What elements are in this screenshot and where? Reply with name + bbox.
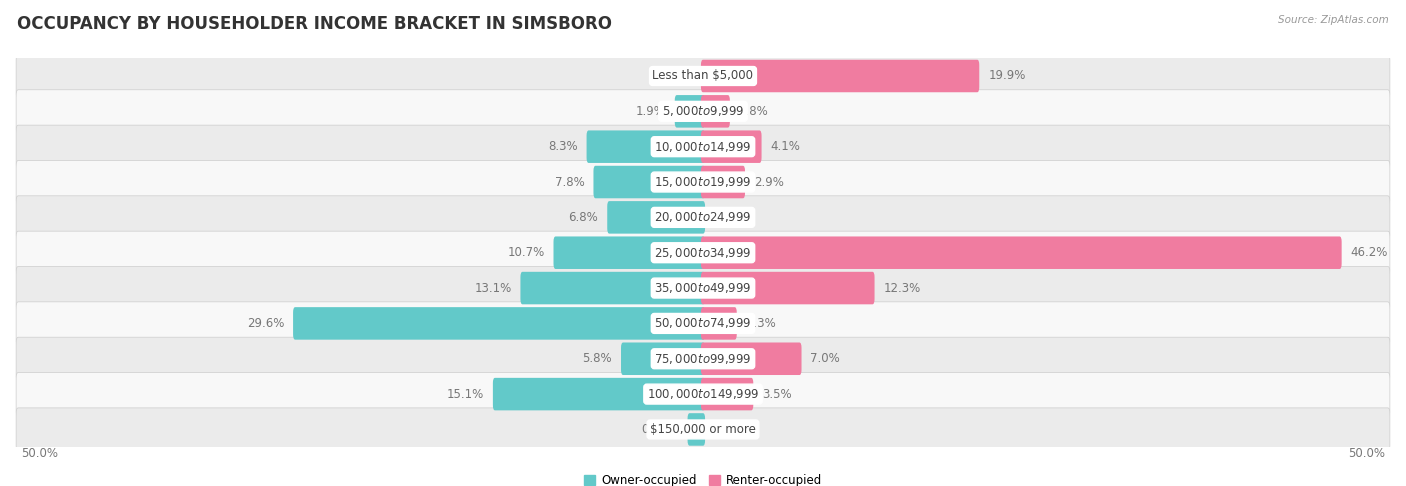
FancyBboxPatch shape bbox=[494, 378, 704, 410]
FancyBboxPatch shape bbox=[607, 201, 704, 234]
Text: 2.9%: 2.9% bbox=[754, 175, 785, 189]
Text: 1.8%: 1.8% bbox=[738, 105, 769, 118]
Text: 13.1%: 13.1% bbox=[474, 281, 512, 295]
Text: 6.8%: 6.8% bbox=[568, 211, 599, 224]
FancyBboxPatch shape bbox=[15, 408, 1391, 451]
FancyBboxPatch shape bbox=[702, 60, 979, 92]
Text: Source: ZipAtlas.com: Source: ZipAtlas.com bbox=[1278, 15, 1389, 25]
FancyBboxPatch shape bbox=[15, 373, 1391, 416]
Text: OCCUPANCY BY HOUSEHOLDER INCOME BRACKET IN SIMSBORO: OCCUPANCY BY HOUSEHOLDER INCOME BRACKET … bbox=[17, 15, 612, 33]
FancyBboxPatch shape bbox=[554, 237, 704, 269]
Text: $25,000 to $34,999: $25,000 to $34,999 bbox=[654, 246, 752, 260]
FancyBboxPatch shape bbox=[702, 95, 730, 128]
FancyBboxPatch shape bbox=[593, 166, 704, 198]
Text: 4.1%: 4.1% bbox=[770, 140, 800, 153]
Text: 0.0%: 0.0% bbox=[714, 423, 744, 436]
Text: $100,000 to $149,999: $100,000 to $149,999 bbox=[647, 387, 759, 401]
FancyBboxPatch shape bbox=[15, 90, 1391, 133]
Text: 8.3%: 8.3% bbox=[548, 140, 578, 153]
Text: 29.6%: 29.6% bbox=[246, 317, 284, 330]
Text: 10.7%: 10.7% bbox=[508, 246, 544, 259]
FancyBboxPatch shape bbox=[621, 343, 704, 375]
FancyBboxPatch shape bbox=[292, 307, 704, 340]
Legend: Owner-occupied, Renter-occupied: Owner-occupied, Renter-occupied bbox=[579, 469, 827, 486]
FancyBboxPatch shape bbox=[702, 130, 762, 163]
FancyBboxPatch shape bbox=[15, 196, 1391, 239]
Text: $75,000 to $99,999: $75,000 to $99,999 bbox=[654, 352, 752, 366]
Text: 7.8%: 7.8% bbox=[555, 175, 585, 189]
Text: $150,000 or more: $150,000 or more bbox=[650, 423, 756, 436]
Text: 1.9%: 1.9% bbox=[636, 105, 666, 118]
FancyBboxPatch shape bbox=[15, 125, 1391, 168]
Text: 7.0%: 7.0% bbox=[810, 352, 841, 365]
FancyBboxPatch shape bbox=[702, 307, 737, 340]
FancyBboxPatch shape bbox=[688, 413, 704, 446]
FancyBboxPatch shape bbox=[586, 130, 704, 163]
Text: $5,000 to $9,999: $5,000 to $9,999 bbox=[662, 104, 744, 118]
Text: 12.3%: 12.3% bbox=[883, 281, 921, 295]
Text: $15,000 to $19,999: $15,000 to $19,999 bbox=[654, 175, 752, 189]
Text: 50.0%: 50.0% bbox=[1348, 447, 1385, 460]
Text: 50.0%: 50.0% bbox=[21, 447, 58, 460]
Text: 0.97%: 0.97% bbox=[641, 423, 679, 436]
Text: 2.3%: 2.3% bbox=[745, 317, 776, 330]
FancyBboxPatch shape bbox=[15, 54, 1391, 98]
Text: $50,000 to $74,999: $50,000 to $74,999 bbox=[654, 316, 752, 330]
Text: 0.0%: 0.0% bbox=[662, 69, 692, 83]
FancyBboxPatch shape bbox=[15, 302, 1391, 345]
Text: $20,000 to $24,999: $20,000 to $24,999 bbox=[654, 210, 752, 225]
Text: $10,000 to $14,999: $10,000 to $14,999 bbox=[654, 139, 752, 154]
FancyBboxPatch shape bbox=[702, 378, 754, 410]
Text: $35,000 to $49,999: $35,000 to $49,999 bbox=[654, 281, 752, 295]
FancyBboxPatch shape bbox=[675, 95, 704, 128]
FancyBboxPatch shape bbox=[702, 237, 1341, 269]
FancyBboxPatch shape bbox=[15, 337, 1391, 381]
FancyBboxPatch shape bbox=[15, 231, 1391, 274]
FancyBboxPatch shape bbox=[702, 343, 801, 375]
Text: 5.8%: 5.8% bbox=[582, 352, 612, 365]
Text: 3.5%: 3.5% bbox=[762, 388, 792, 400]
FancyBboxPatch shape bbox=[15, 160, 1391, 204]
Text: 15.1%: 15.1% bbox=[447, 388, 484, 400]
FancyBboxPatch shape bbox=[15, 266, 1391, 310]
Text: 19.9%: 19.9% bbox=[988, 69, 1025, 83]
Text: Less than $5,000: Less than $5,000 bbox=[652, 69, 754, 83]
Text: 46.2%: 46.2% bbox=[1351, 246, 1388, 259]
FancyBboxPatch shape bbox=[520, 272, 704, 304]
Text: 0.0%: 0.0% bbox=[714, 211, 744, 224]
FancyBboxPatch shape bbox=[702, 166, 745, 198]
FancyBboxPatch shape bbox=[702, 272, 875, 304]
